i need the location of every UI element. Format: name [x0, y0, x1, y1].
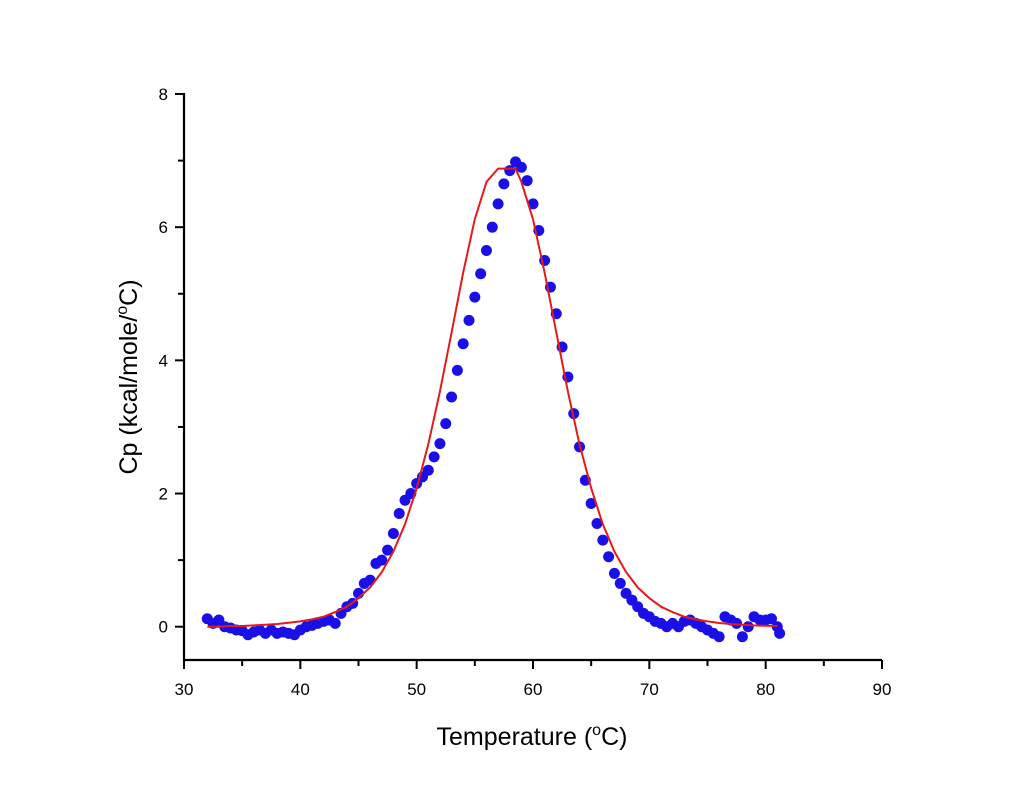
x-tick-label: 70 [640, 680, 659, 699]
data-point [521, 175, 533, 187]
data-point [515, 161, 527, 173]
data-point [614, 577, 626, 589]
data-layer [201, 156, 786, 643]
data-point [387, 527, 399, 539]
data-point [742, 621, 754, 633]
y-axis-label: Cp (kcal/mole/oC) [114, 279, 143, 474]
data-point [446, 391, 458, 403]
data-point [591, 517, 603, 529]
x-tick-label: 50 [407, 680, 426, 699]
x-tick-label: 30 [175, 680, 194, 699]
x-axis-label: Temperature (oC) [437, 722, 628, 751]
y-tick-label: 4 [159, 351, 168, 370]
data-point [608, 567, 620, 579]
y-tick-label: 8 [159, 85, 168, 104]
x-tick-label: 90 [873, 680, 892, 699]
data-point [498, 178, 510, 190]
data-point [463, 314, 475, 326]
data-point [440, 418, 452, 430]
data-point [382, 544, 394, 556]
y-tick-label: 6 [159, 218, 168, 237]
data-point [713, 631, 725, 643]
x-tick-label: 80 [756, 680, 775, 699]
data-point [475, 268, 487, 280]
y-tick-label: 0 [159, 618, 168, 637]
data-point [428, 451, 440, 463]
data-point [736, 631, 748, 643]
data-point [376, 554, 388, 566]
data-point [434, 438, 446, 450]
data-point [603, 551, 615, 563]
data-point [765, 613, 777, 625]
data-point [585, 498, 597, 510]
y-tick-label: 2 [159, 485, 168, 504]
data-point [469, 291, 481, 303]
axes: 30 40 50 60 70 80 90 0 2 4 6 8 [159, 85, 892, 699]
data-point [457, 338, 469, 350]
data-point [329, 617, 341, 629]
data-point [527, 198, 539, 210]
data-point [480, 244, 492, 256]
data-point [451, 364, 463, 376]
fit-curve [207, 167, 778, 628]
data-point [393, 508, 405, 520]
data-point [492, 198, 504, 210]
data-point [774, 627, 786, 639]
x-tick-label: 40 [291, 680, 310, 699]
data-point [422, 464, 434, 476]
data-point [486, 221, 498, 233]
data-point [597, 534, 609, 546]
x-tick-label: 60 [524, 680, 543, 699]
